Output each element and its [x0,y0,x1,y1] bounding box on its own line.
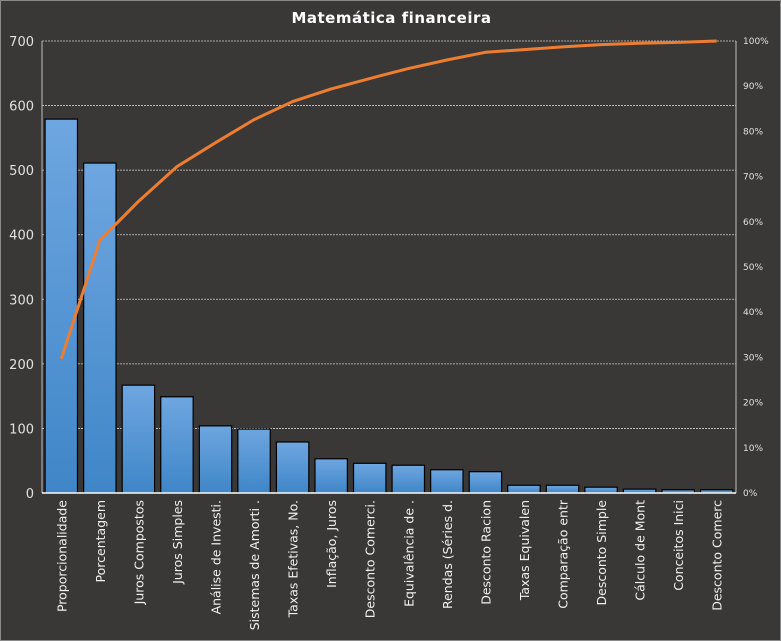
x-tick-label: Porcentagem [93,500,108,582]
x-tick-label: Juros Simples [170,500,185,585]
x-tick-label: Juros Compostos [131,500,146,605]
y2-tick-label: 90% [743,82,763,92]
bar-11 [468,471,503,494]
y-tick-label: 100 [9,422,34,437]
x-tick-label: Desconto Comerci. [363,500,378,618]
bar-1 [83,162,117,494]
bar-8 [352,462,387,494]
x-tick-label: Taxas Efetivas, No. [286,500,301,618]
x-tick-label: Análise de Investi. [209,500,224,614]
x-tick-label: Desconto Simple [594,500,609,606]
y-tick-label: 0 [26,487,34,502]
x-tick-label: Taxas Equivalen [517,500,532,601]
bar-9 [391,464,426,494]
bar-0 [44,118,79,494]
chart-title: Matemática financeira [291,9,492,27]
y2-tick-label: 80% [743,127,763,137]
bar-5 [237,428,271,494]
y2-tick-label: 20% [743,399,763,409]
bar-10 [430,469,464,494]
y2-tick-label: 30% [743,353,763,363]
bar-7 [314,458,348,494]
y2-tick-label: 70% [743,173,763,183]
y2-tick-label: 40% [743,308,763,318]
y2-tick-label: 10% [743,444,763,454]
x-tick-label: Rendas (Séries d. [440,500,455,609]
x-tick-label: Cálculo de Mont [633,500,648,601]
bar-4 [198,425,233,494]
cumulative-line [59,39,717,360]
x-tick-label: Desconto Comerc [710,500,725,611]
bar-12 [507,484,541,494]
y2-tick-label: 60% [743,218,763,228]
y2-tick-label: 50% [743,263,763,273]
x-tick-label: Proporcionalidade [54,500,69,612]
y-tick-label: 600 [9,100,34,115]
y-tick-label: 400 [9,229,34,244]
x-tick-label: Comparação entr [556,499,571,609]
y-tick-label: 500 [9,164,34,179]
bar-14 [584,486,618,494]
bar-13 [545,484,580,494]
y2-tick-label: 0% [743,489,758,499]
x-tick-label: Inflação, Juros [324,500,339,588]
bar-2 [121,384,156,494]
y-tick-label: 300 [9,293,34,308]
y2-tick-label: 100% [743,37,769,47]
x-tick-label: Sistemas de Amorti . [247,500,262,630]
y-tick-label: 200 [9,358,34,373]
x-tick-label: Conceitos Inici [671,500,686,591]
x-tick-label: Desconto Racion [478,500,493,605]
bar-6 [275,441,310,494]
y-tick-label: 700 [9,35,34,50]
x-tick-label: Equivalência de . [401,500,416,607]
bar-3 [160,396,194,494]
